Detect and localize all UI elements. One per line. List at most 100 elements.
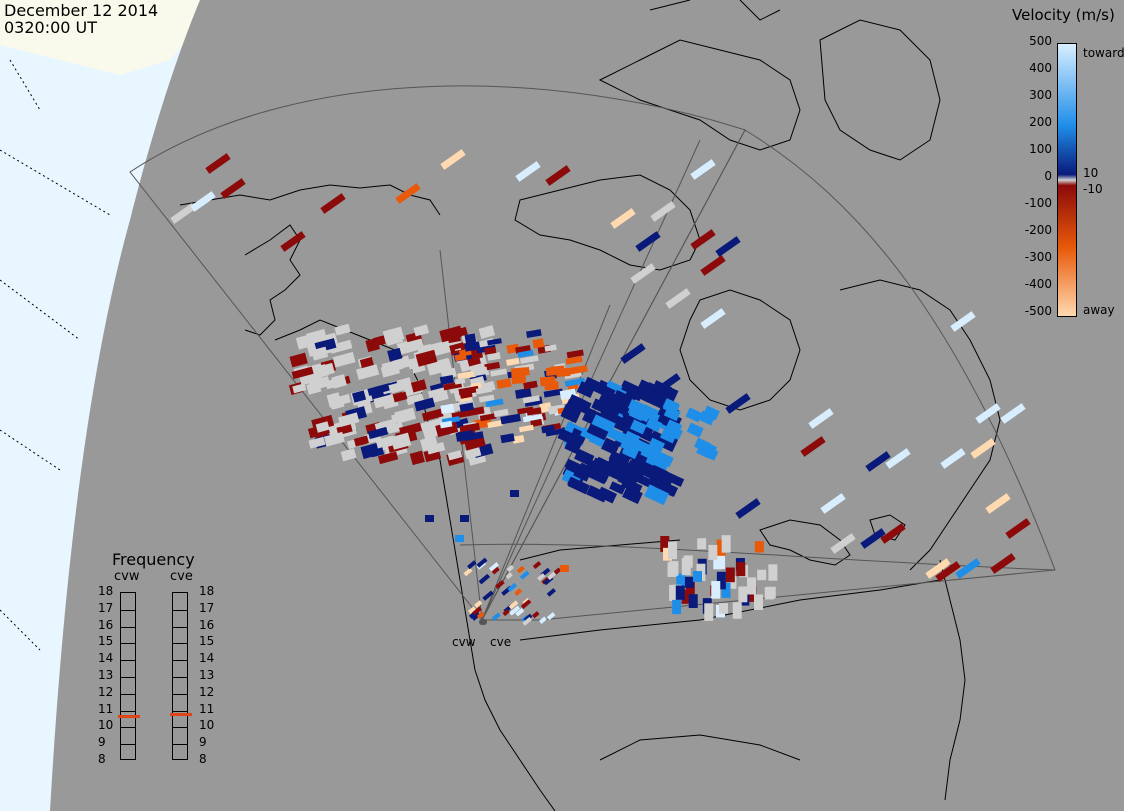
velocity-tick: -100: [1024, 196, 1052, 210]
backscatter-cell: [395, 183, 421, 204]
backscatter-cell: [1005, 518, 1031, 539]
velocity-tick: -200: [1024, 223, 1052, 237]
backscatter-cell: [170, 203, 196, 224]
backscatter-cell: [421, 408, 444, 422]
backscatter-cell: [632, 438, 650, 454]
backscatter-cell: [663, 547, 673, 561]
backscatter-cell: [476, 557, 488, 568]
backscatter-cell: [447, 332, 461, 344]
backscatter-cell: [727, 575, 737, 589]
velocity-legend-title: Velocity (m/s): [1012, 6, 1115, 24]
backscatter-cell: [447, 450, 463, 461]
backscatter-cell: [409, 450, 425, 466]
backscatter-cell: [373, 394, 395, 409]
backscatter-cell: [359, 356, 374, 369]
frequency-bar-cvw: [118, 592, 140, 760]
backscatter-cell: [522, 395, 540, 404]
frequency-gridline: [173, 626, 187, 628]
backscatter-cell: [990, 553, 1016, 574]
backscatter-cell: [715, 236, 741, 257]
frequency-radar-cvw: cvw: [114, 569, 140, 584]
backscatter-cell: [610, 396, 629, 411]
frequency-tick-left: 18: [98, 584, 114, 598]
backscatter-cell: [747, 577, 757, 595]
backscatter-cell: [650, 430, 668, 445]
frequency-gridline: [173, 693, 187, 695]
backscatter-cell: [586, 422, 610, 441]
backscatter-cell: [493, 408, 509, 418]
backscatter-cell: [547, 571, 557, 581]
frequency-gridline: [121, 710, 135, 712]
backscatter-cell: [485, 398, 504, 408]
frequency-gridline: [121, 626, 135, 628]
backscatter-cell: [479, 574, 490, 584]
radar-label-cvw: cvw: [452, 635, 476, 649]
backscatter-cell: [387, 422, 404, 434]
backscatter-cell: [530, 418, 543, 427]
backscatter-cell: [659, 428, 677, 444]
backscatter-cell: [546, 588, 556, 597]
backscatter-cell: [568, 394, 586, 409]
backscatter-cell: [370, 447, 385, 458]
frequency-gridline: [173, 643, 187, 645]
backscatter-cell: [292, 383, 307, 394]
backscatter-cell: [638, 461, 662, 482]
frequency-tick-right: 17: [199, 600, 215, 615]
backscatter-cell: [472, 366, 488, 377]
backscatter-cell: [646, 391, 667, 410]
small-neg-label: -10: [1083, 182, 1103, 196]
backscatter-cell: [668, 541, 678, 560]
cve-site-marker[interactable]: [481, 619, 487, 625]
backscatter-cell: [467, 560, 477, 570]
backscatter-cell: [610, 208, 636, 229]
backscatter-cell: [517, 406, 534, 415]
backscatter-cell: [586, 485, 609, 503]
backscatter-cell: [580, 427, 598, 442]
backscatter-cell: [545, 165, 571, 186]
time-label: 0320:00 UT: [4, 18, 98, 37]
backscatter-cell: [975, 403, 1001, 424]
backscatter-cell: [338, 412, 360, 428]
frequency-tick-right: 8: [199, 752, 207, 766]
backscatter-cell: [564, 377, 586, 387]
backscatter-cell: [509, 605, 521, 616]
backscatter-cell: [390, 391, 408, 404]
frequency-bar-cve: [170, 592, 192, 760]
frequency-tick-right: 14: [199, 651, 215, 666]
backscatter-cell: [472, 606, 482, 616]
backscatter-cell: [526, 329, 542, 339]
backscatter-cell: [732, 602, 742, 619]
backscatter-cell: [387, 347, 403, 362]
backscatter-cell: [625, 462, 646, 480]
backscatter-cell: [754, 541, 764, 553]
backscatter-cell: [506, 564, 515, 573]
backscatter-cell: [532, 561, 542, 570]
frequency-marker: [170, 712, 192, 716]
backscatter-cell: [764, 587, 774, 600]
frequency-tick-left: 15: [98, 634, 114, 649]
backscatter-cell: [591, 414, 616, 434]
backscatter-cell: [607, 451, 631, 471]
backscatter-cell: [490, 368, 507, 377]
frequency-tick-left: 13: [98, 668, 114, 682]
backscatter-cell: [331, 374, 347, 389]
backscatter-cell: [323, 431, 345, 447]
frequency-tick-right: 18: [199, 584, 215, 598]
backscatter-cell: [355, 364, 380, 380]
frequency-tick-left: 8: [98, 752, 106, 766]
backscatter-cell: [510, 490, 519, 497]
backscatter-cell: [721, 535, 731, 553]
backscatter-cell: [307, 364, 328, 379]
frequency-tick-right: 10: [199, 718, 215, 733]
backscatter-cell: [311, 346, 329, 361]
backscatter-cell: [708, 544, 718, 560]
backscatter-cell: [367, 383, 390, 396]
backscatter-cell: [716, 555, 726, 569]
backscatter-cell: [505, 572, 513, 580]
toward-label: toward: [1083, 46, 1124, 60]
backscatter-cell: [820, 493, 846, 514]
backscatter-cell: [440, 149, 466, 170]
backscatter-cell: [768, 564, 778, 581]
